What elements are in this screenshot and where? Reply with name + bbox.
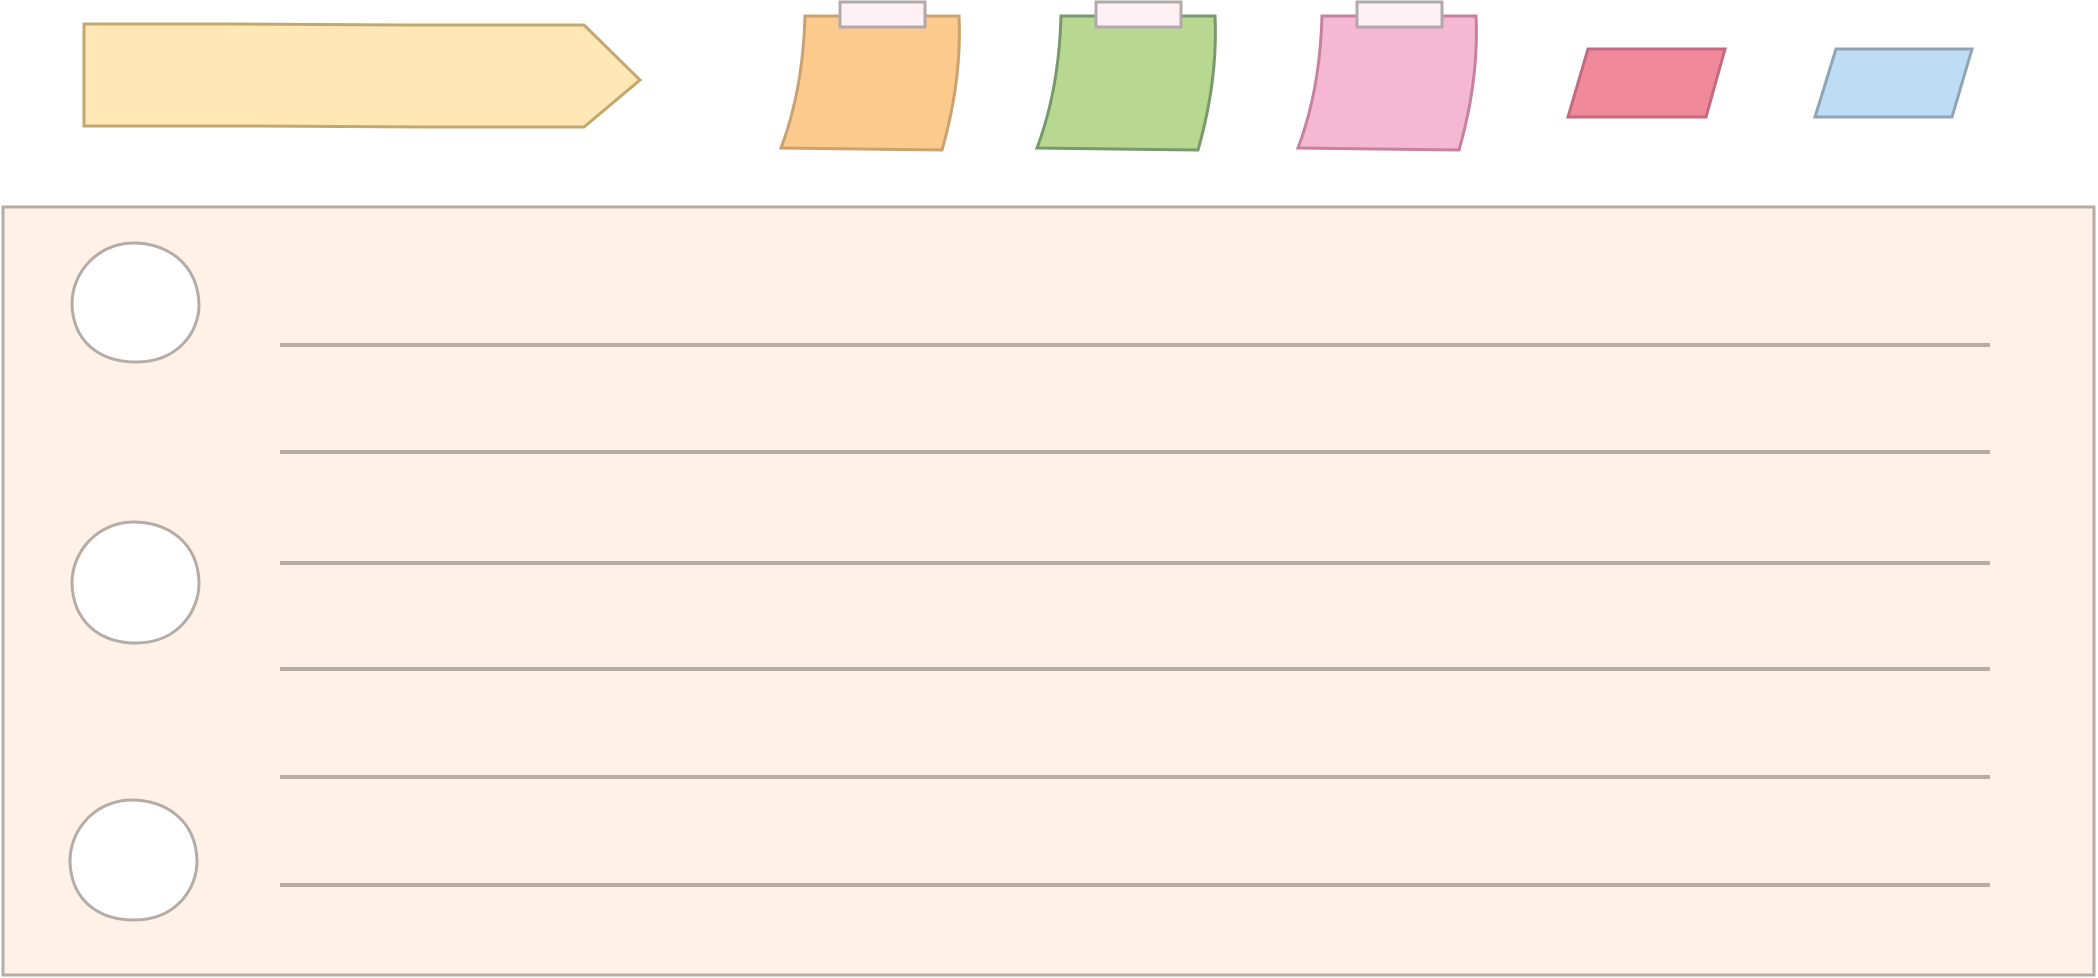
sticky-note-orange-paper: [778, 14, 961, 152]
punch-hole-1: [70, 241, 201, 364]
sticky-note-green-paper: [1034, 14, 1217, 152]
sticky-note-green: [1034, 0, 1217, 152]
tape-strip-pink: [1355, 0, 1444, 29]
punch-hole-3: [68, 798, 199, 922]
sticky-note-pink-paper: [1295, 14, 1478, 152]
tape-strip-orange: [838, 0, 927, 29]
arrow-banner: [82, 22, 643, 129]
arrow-banner-shape: [82, 22, 643, 129]
punch-holes: [68, 241, 201, 922]
sticky-note-orange: [778, 0, 961, 152]
notebook-paper: [1, 205, 2096, 977]
tag-blue: [1812, 47, 1975, 119]
tag-red: [1565, 47, 1727, 119]
tag-blue-shape: [1812, 47, 1975, 119]
tape-strip-green: [1094, 0, 1183, 29]
punch-hole-2: [70, 520, 201, 645]
tag-red-shape: [1565, 47, 1727, 119]
sticky-note-pink: [1295, 0, 1478, 152]
notebook-page: [1, 205, 2096, 977]
ruled-lines: [280, 343, 1990, 887]
